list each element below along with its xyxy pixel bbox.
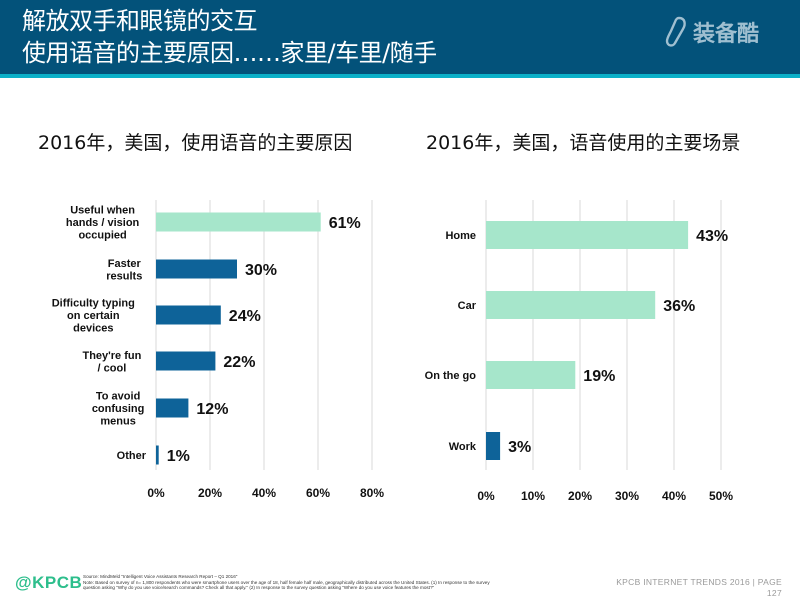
source-line-3: question asking "Why do you use voice/se… <box>83 585 435 591</box>
reasons-category-label: Useful when hands / vision occupied <box>66 205 140 242</box>
reasons-category-line: menus <box>100 416 135 428</box>
reasons-tick-label: 0% <box>147 486 165 500</box>
header-stripe <box>0 74 800 78</box>
scenarios-tick-label: 50% <box>709 489 733 503</box>
scenarios-category-label: Home <box>445 230 476 242</box>
scenarios-bar <box>486 221 689 249</box>
scenarios-value-label: 3% <box>508 439 531 456</box>
scenarios-tick-label: 20% <box>568 489 592 503</box>
reasons-tick-label: 40% <box>252 486 276 500</box>
page-title-line2: 使用语音的主要原因……家里/车里/随手 <box>22 39 437 67</box>
reasons-category-label: Faster results <box>106 258 142 283</box>
scenarios-tick-label: 10% <box>521 489 545 503</box>
reasons-category-line: confusing <box>92 403 145 415</box>
footer-page-number: 127 <box>766 588 782 598</box>
reasons-tick-label: 20% <box>198 486 222 500</box>
reasons-category-line: Other <box>117 450 147 462</box>
reasons-value-label: 22% <box>223 354 255 371</box>
scenarios-bar <box>486 361 576 389</box>
reasons-category-line: on certain <box>67 310 120 322</box>
reasons-category-line: hands / vision <box>66 217 140 229</box>
scenarios-category-line: Work <box>449 441 477 453</box>
reasons-category-label: Difficulty typing on certain devices <box>52 298 135 335</box>
reasons-bar <box>156 398 189 418</box>
scenarios-tick-label: 0% <box>477 489 495 503</box>
reasons-value-label: 1% <box>167 448 190 465</box>
reasons-bar <box>156 259 237 279</box>
reasons-category-line: Useful when <box>70 205 135 217</box>
charts-canvas: 0% 20% 40% 60% 80% 61% Useful when hands / visi… <box>52 200 733 503</box>
reasons-category-line: devices <box>73 323 113 335</box>
reasons-value-label: 24% <box>229 308 261 325</box>
scenarios-bar <box>486 432 501 460</box>
reasons-bar <box>156 351 216 371</box>
source-note: Source: MindMeld "Intelligent Voice Assi… <box>83 574 583 591</box>
page-footer: KPCB INTERNET TRENDS 2016 | PAGE 127 <box>616 577 782 599</box>
scenarios-value-label: 36% <box>663 298 695 315</box>
logo-text: 装备酷 <box>693 22 760 47</box>
scenarios-category-line: On the go <box>425 370 477 382</box>
source-line-2: Note: Based on survey of n= 1,800 respon… <box>83 579 490 585</box>
reasons-category-line: occupied <box>78 230 126 242</box>
kpcb-brand: @KPCB <box>15 573 83 592</box>
reasons-bar <box>156 305 221 325</box>
scenarios-value-label: 43% <box>696 228 728 245</box>
reasons-category-line: Difficulty typing <box>52 298 135 310</box>
reasons-category-line: / cool <box>98 362 127 374</box>
reasons-category-label: Other <box>117 450 147 462</box>
reasons-bar <box>156 212 321 232</box>
reasons-category-label: To avoid confusing menus <box>92 391 145 428</box>
scenarios-tick-label: 30% <box>615 489 639 503</box>
scenarios-bar <box>486 291 656 319</box>
reasons-category-line: To avoid <box>96 391 140 403</box>
page-title-line1: 解放双手和眼镜的交互 <box>22 7 258 35</box>
reasons-category-line: Faster <box>108 258 142 270</box>
scenarios-category-label: Car <box>458 300 477 312</box>
reasons-bar <box>156 445 159 465</box>
reasons-tick-label: 60% <box>306 486 330 500</box>
scenarios-category-label: Work <box>449 441 477 453</box>
scenarios-value-label: 19% <box>583 368 615 385</box>
reasons-value-label: 30% <box>245 262 277 279</box>
reasons-category-label: They're fun / cool <box>82 350 141 375</box>
scenarios-category-line: Home <box>445 230 476 242</box>
reasons-category-line: They're fun <box>82 350 141 362</box>
scenarios-tick-label: 40% <box>662 489 686 503</box>
carabiner-icon <box>665 16 686 47</box>
reasons-value-label: 12% <box>196 401 228 418</box>
scenarios-category-label: On the go <box>425 370 477 382</box>
reasons-value-label: 61% <box>329 215 361 232</box>
reasons-category-line: results <box>106 270 142 282</box>
chart-title-scenarios: 2016年，美国，语音使用的主要场景 <box>426 132 741 154</box>
reasons-tick-label: 80% <box>360 486 384 500</box>
source-line-1: Source: MindMeld "Intelligent Voice Assi… <box>83 574 238 579</box>
footer-page-label: KPCB INTERNET TRENDS 2016 | PAGE <box>616 577 782 587</box>
logo: 装备酷 <box>665 14 759 50</box>
header-bar <box>0 0 800 74</box>
scenarios-category-line: Car <box>458 300 477 312</box>
chart-title-reasons: 2016年，美国，使用语音的主要原因 <box>38 132 353 154</box>
